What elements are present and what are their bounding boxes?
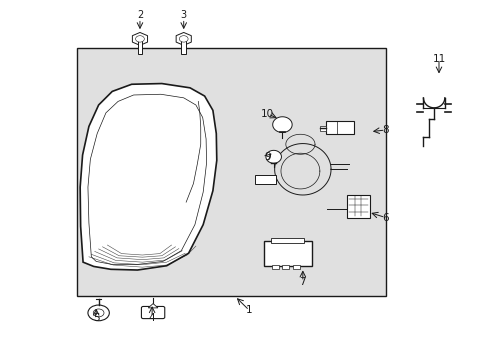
Text: 3: 3 [180,10,186,20]
Bar [271,238,304,243]
FancyBboxPatch shape [141,306,164,319]
Polygon shape [148,303,158,308]
Circle shape [93,309,104,317]
Polygon shape [176,32,191,45]
Bar [271,265,278,269]
Bar [319,126,325,131]
Text: 2: 2 [137,10,143,20]
Bar [137,40,142,54]
Text: 11: 11 [431,54,445,64]
Text: 10: 10 [261,109,274,119]
Text: 5: 5 [93,312,100,323]
Polygon shape [265,150,281,163]
Text: 7: 7 [299,277,305,287]
Polygon shape [80,84,216,270]
Text: 6: 6 [382,212,388,222]
Text: 9: 9 [264,152,271,162]
Circle shape [88,305,109,321]
Bar [346,195,369,217]
Text: 1: 1 [245,305,252,315]
Bar [264,242,311,266]
Text: 8: 8 [382,125,388,135]
Bar [255,175,275,184]
Bar [77,48,385,296]
Circle shape [179,36,188,42]
Bar [325,121,354,134]
Bar [181,40,186,54]
Bar [292,265,299,269]
Polygon shape [272,117,291,132]
Bar [282,265,288,269]
Polygon shape [132,32,147,45]
Text: 4: 4 [148,312,155,323]
Circle shape [135,36,144,42]
